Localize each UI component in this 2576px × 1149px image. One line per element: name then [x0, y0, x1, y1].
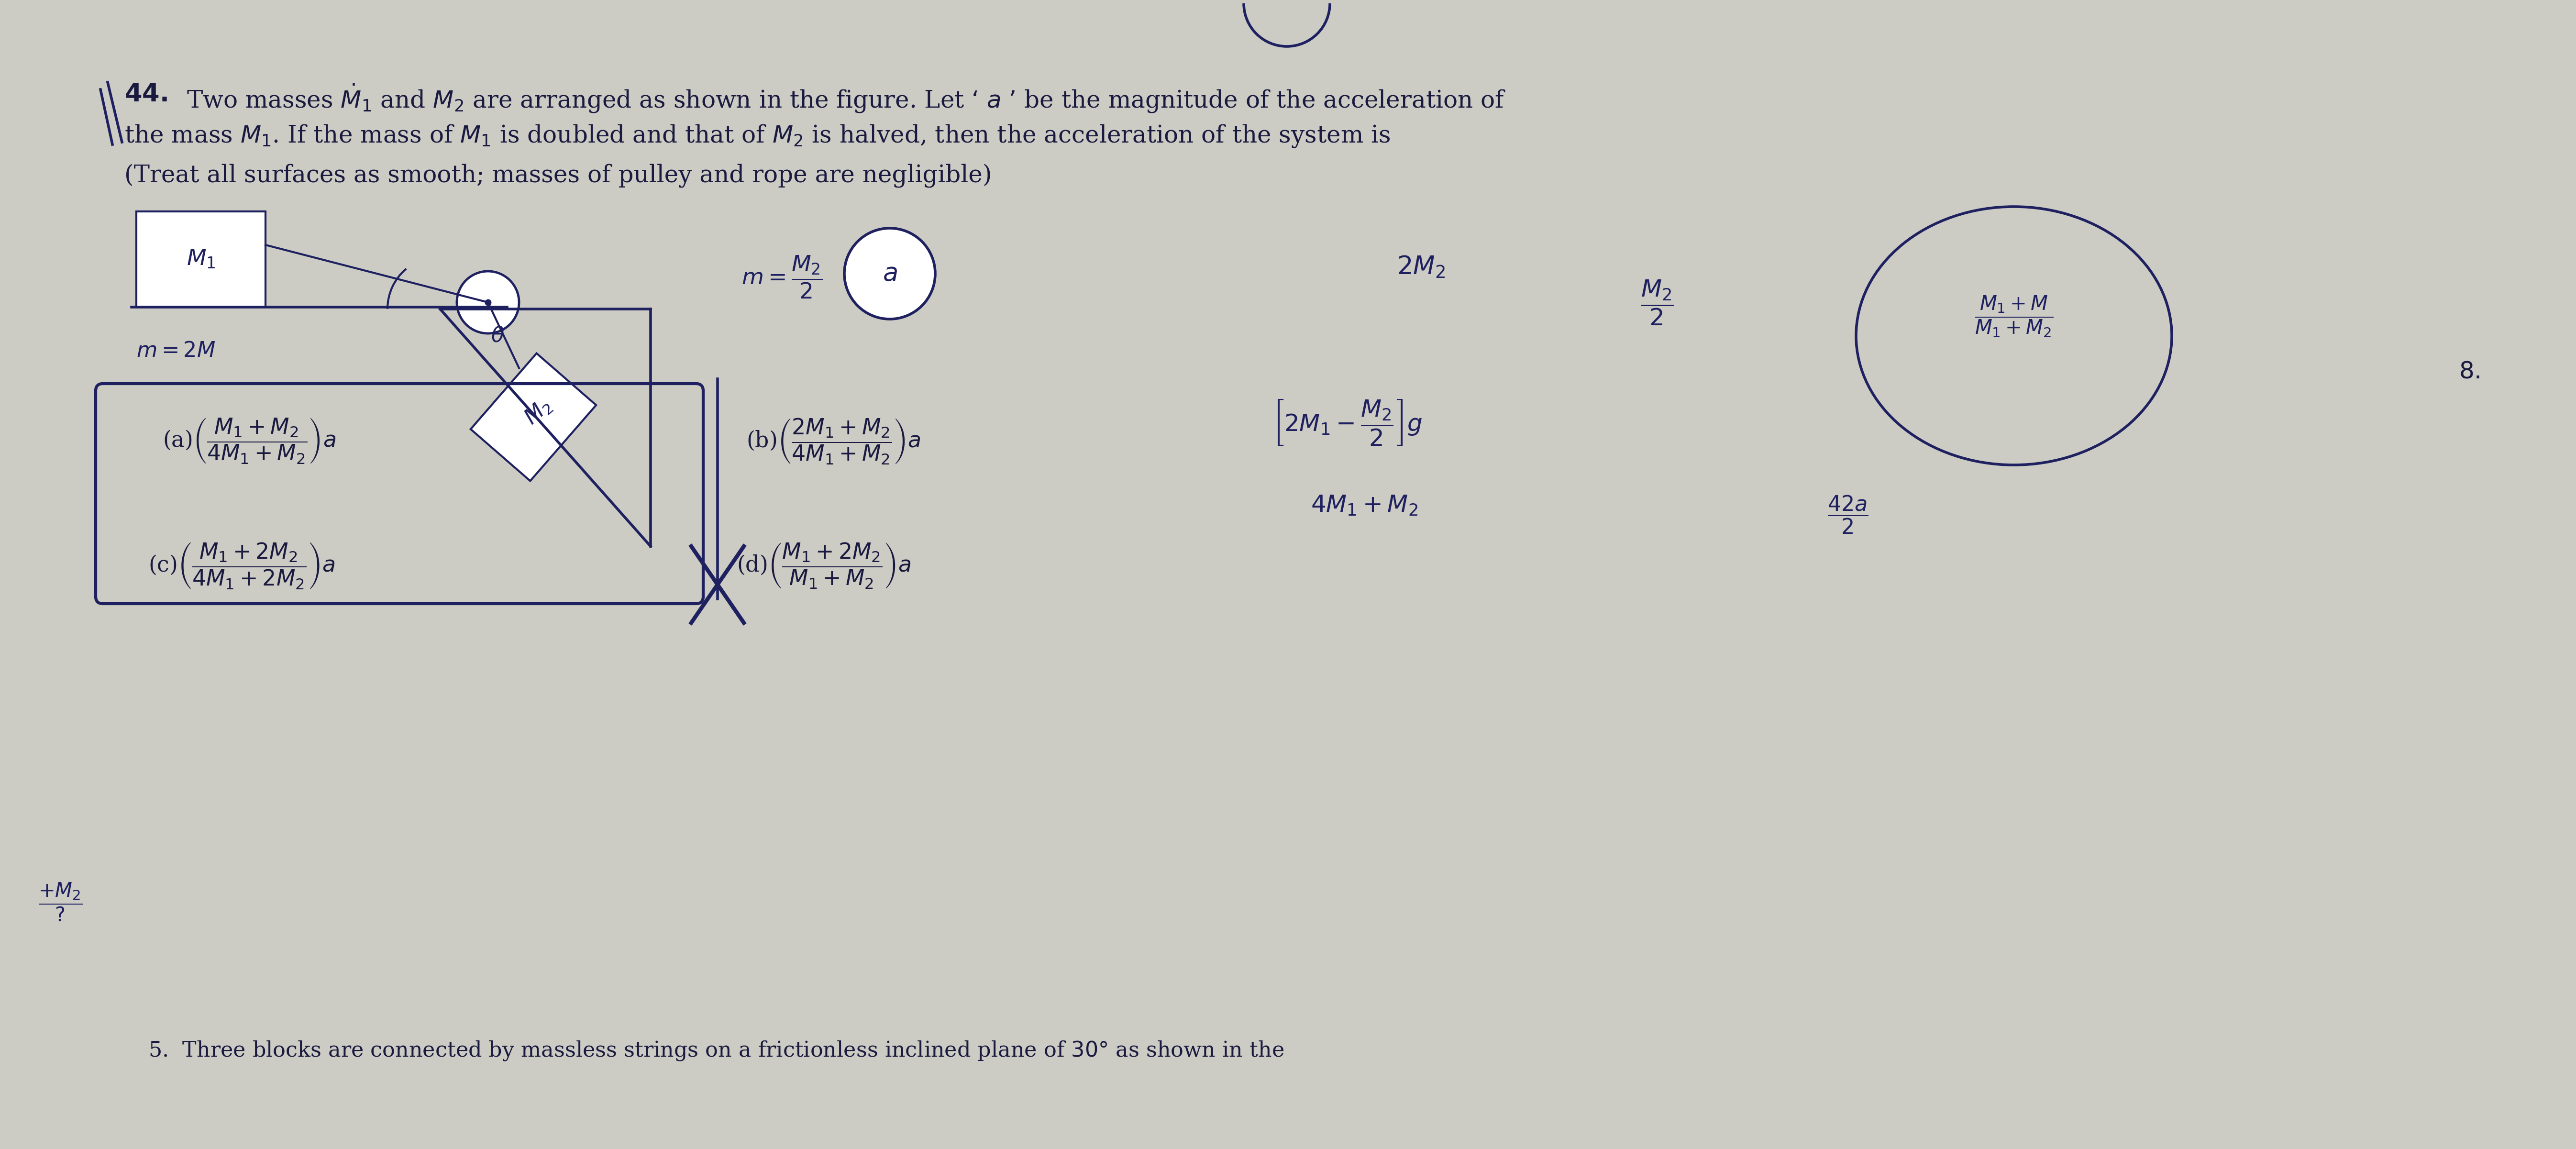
Text: $\dfrac{M_2}{2}$: $\dfrac{M_2}{2}$: [1641, 278, 1674, 326]
Text: 5.  Three blocks are connected by massless strings on a frictionless inclined pl: 5. Three blocks are connected by massles…: [149, 1039, 1283, 1062]
Text: $4M_1 + M_2$: $4M_1 + M_2$: [1311, 494, 1417, 517]
Text: (a)$\left(\dfrac{M_1+M_2}{4M_1+M_2}\right)a$: (a)$\left(\dfrac{M_1+M_2}{4M_1+M_2}\righ…: [162, 417, 335, 465]
Circle shape: [456, 271, 518, 333]
Circle shape: [845, 229, 935, 319]
Text: $\dfrac{+M_2}{?}$: $\dfrac{+M_2}{?}$: [39, 881, 82, 923]
Text: $2M_2$: $2M_2$: [1396, 254, 1445, 279]
Text: (d)$\left(\dfrac{M_1+2M_2}{M_1+M_2}\right)a$: (d)$\left(\dfrac{M_1+2M_2}{M_1+M_2}\righ…: [737, 541, 912, 591]
Text: (c)$\left(\dfrac{M_1+2M_2}{4M_1+2M_2}\right)a$: (c)$\left(\dfrac{M_1+2M_2}{4M_1+2M_2}\ri…: [149, 541, 335, 591]
Text: $m=2M$: $m=2M$: [137, 340, 216, 361]
Text: $a$: $a$: [884, 262, 896, 286]
Text: $8.$: $8.$: [2460, 360, 2481, 384]
Text: $M_1$: $M_1$: [185, 248, 216, 270]
Polygon shape: [471, 354, 595, 481]
Text: $\dfrac{42a}{2}$: $\dfrac{42a}{2}$: [1826, 494, 1868, 535]
Bar: [137, 211, 265, 307]
Text: (Treat all surfaces as smooth; masses of pulley and rope are negligible): (Treat all surfaces as smooth; masses of…: [124, 163, 992, 187]
Text: Two masses $\dot{M}_1$ and $M_2$ are arranged as shown in the figure. Let ‘ $a$ : Two masses $\dot{M}_1$ and $M_2$ are arr…: [185, 83, 1507, 115]
Text: $\dfrac{M_1+M}{M_1+M_2}$: $\dfrac{M_1+M}{M_1+M_2}$: [1976, 294, 2053, 339]
Text: $\mathbf{44.}$: $\mathbf{44.}$: [124, 83, 167, 107]
Text: $\theta$: $\theta$: [489, 325, 505, 346]
Text: $m=\dfrac{M_2}{2}$: $m=\dfrac{M_2}{2}$: [742, 254, 822, 300]
Text: $\left[2M_1 - \dfrac{M_2}{2}\right]g$: $\left[2M_1 - \dfrac{M_2}{2}\right]g$: [1273, 398, 1422, 447]
Text: $M_2$: $M_2$: [520, 395, 556, 430]
Text: (b)$\left(\dfrac{2M_1+M_2}{4M_1+M_2}\right)a$: (b)$\left(\dfrac{2M_1+M_2}{4M_1+M_2}\rig…: [747, 417, 920, 466]
Text: the mass $M_1$. If the mass of $M_1$ is doubled and that of $M_2$ is halved, the: the mass $M_1$. If the mass of $M_1$ is …: [124, 123, 1391, 148]
